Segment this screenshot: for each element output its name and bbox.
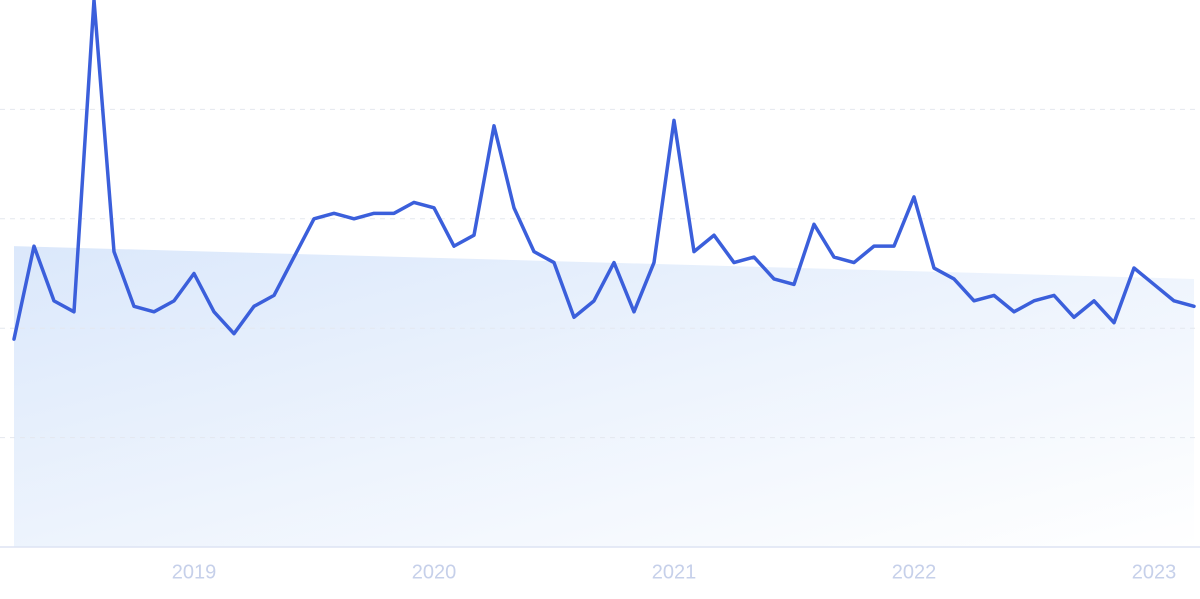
x-tick-label: 2021: [652, 561, 697, 583]
x-tick-label: 2019: [172, 561, 217, 583]
x-tick-label: 2023: [1132, 561, 1177, 583]
x-tick-label: 2022: [892, 561, 937, 583]
line-series: [12, 0, 1196, 341]
trend-area: [14, 246, 1194, 547]
x-tick-label: 2020: [412, 561, 457, 583]
